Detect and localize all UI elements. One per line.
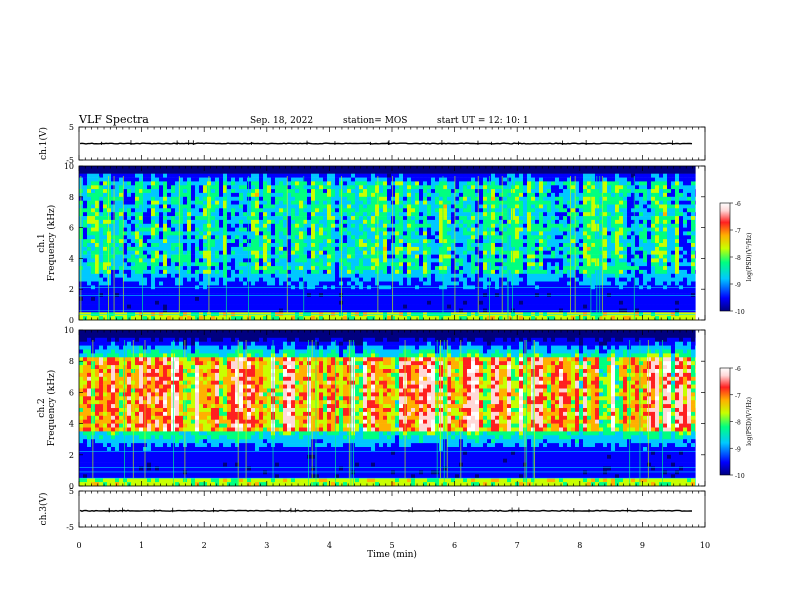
ch2-spectrogram-colorbar <box>720 368 730 475</box>
ch1-spectrogram-colorbar-label: log(PSD)(V²/Hz) <box>746 233 753 282</box>
ch2-spectrogram-colorbar-tick-label: -9 <box>735 446 741 453</box>
x-axis-label: Time (min) <box>367 549 417 560</box>
x-tick-label: 9 <box>640 541 645 550</box>
ch1-voltage-ytick-label: 5 <box>69 123 74 132</box>
figure-title: VLF Spectra <box>78 113 149 126</box>
ch1-spectrogram-no-data <box>696 166 705 320</box>
ch1-spectrogram-colorbar-tick-label: -8 <box>735 255 741 262</box>
panel-ch3-voltage: 5 -5 ch.3(V) <box>38 487 705 532</box>
ch1-spectrogram-colorbar-tick-label: -9 <box>735 282 741 289</box>
ch3-voltage-trace <box>80 510 692 511</box>
ch1-spectrogram-ytick-label: 2 <box>69 285 74 294</box>
ch2-spectrogram-no-data <box>696 330 705 486</box>
ch1-spectrogram-ylabel: ch.1Frequency (kHz) <box>37 205 57 282</box>
ch2-spectrogram-ytick-label: 10 <box>64 326 74 335</box>
ch1-spectrogram-ytick-label: 0 <box>69 316 74 325</box>
start-time-label: start UT = 12: 10: 1 <box>437 116 529 126</box>
ch2-spectrogram-ytick-label: 4 <box>69 420 74 429</box>
station-label: station= MOS <box>343 116 407 126</box>
ch1-spectrogram-colorbar-tick-label: -7 <box>735 228 741 235</box>
ch2-spectrogram-cells <box>79 330 699 486</box>
ch2-spectrogram-colorbar-tick-label: -10 <box>735 473 745 480</box>
ch3-voltage-ytick-label: -5 <box>66 523 74 532</box>
x-tick-label: 0 <box>76 541 81 550</box>
ch2-spectrogram-ytick-label: 6 <box>69 388 74 397</box>
panel-ch1-voltage: 5-5ch.1(V) <box>38 123 705 165</box>
ch1-spectrogram-colorbar-tick-label: -6 <box>735 201 741 208</box>
ch1-spectrogram-cells <box>79 166 699 320</box>
x-tick-label: 10 <box>700 541 710 550</box>
ch2-spectrogram-ytick-label: 8 <box>69 357 74 366</box>
x-tick-label: 4 <box>327 541 332 550</box>
panel-ch1-spectrogram: 0 2 4 6 8 10 ch.1Frequency (kHz) -6 -7 -8 -9 -10 log… <box>37 162 753 325</box>
ch1-spectrogram-ytick-label: 8 <box>69 193 74 202</box>
ch2-spectrogram-ytick-label: 2 <box>69 451 74 460</box>
ch1-spectrogram-colorbar <box>720 203 730 311</box>
x-tick-label: 2 <box>202 541 207 550</box>
x-tick-label: 5 <box>389 541 394 550</box>
ch2-spectrogram-ylabel: ch.2Frequency (kHz) <box>37 370 57 447</box>
ch2-spectrogram-colorbar-tick-label: -8 <box>735 420 741 427</box>
date-label: Sep. 18, 2022 <box>250 116 313 126</box>
ch1-spectrogram-colorbar-tick-label: -10 <box>735 309 745 316</box>
x-tick-label: 7 <box>515 541 520 550</box>
x-tick-label: 1 <box>139 541 144 550</box>
ch1-spectrogram-ytick-label: 4 <box>69 254 74 263</box>
x-tick-label: 3 <box>264 541 269 550</box>
ch1-spectrogram-ytick-label: 10 <box>64 162 74 171</box>
ch2-spectrogram-colorbar-label: log(PSD)(V²/Hz) <box>746 397 753 446</box>
ch2-spectrogram-colorbar-tick-label: -6 <box>735 366 741 373</box>
ch1-voltage-trace <box>80 143 692 144</box>
ch3-voltage-ytick-label: 5 <box>69 487 74 496</box>
ch3-voltage-ylabel: ch.3(V) <box>38 493 49 526</box>
x-tick-label: 6 <box>452 541 457 550</box>
x-tick-label: 8 <box>577 541 582 550</box>
ch1-spectrogram-ytick-label: 6 <box>69 224 74 233</box>
x-axis: 0 1 2 3 4 5 6 7 8 9 10 <box>76 541 710 550</box>
ch1-voltage-ylabel: ch.1(V) <box>38 127 49 160</box>
ch2-spectrogram-colorbar-tick-label: -7 <box>735 393 741 400</box>
